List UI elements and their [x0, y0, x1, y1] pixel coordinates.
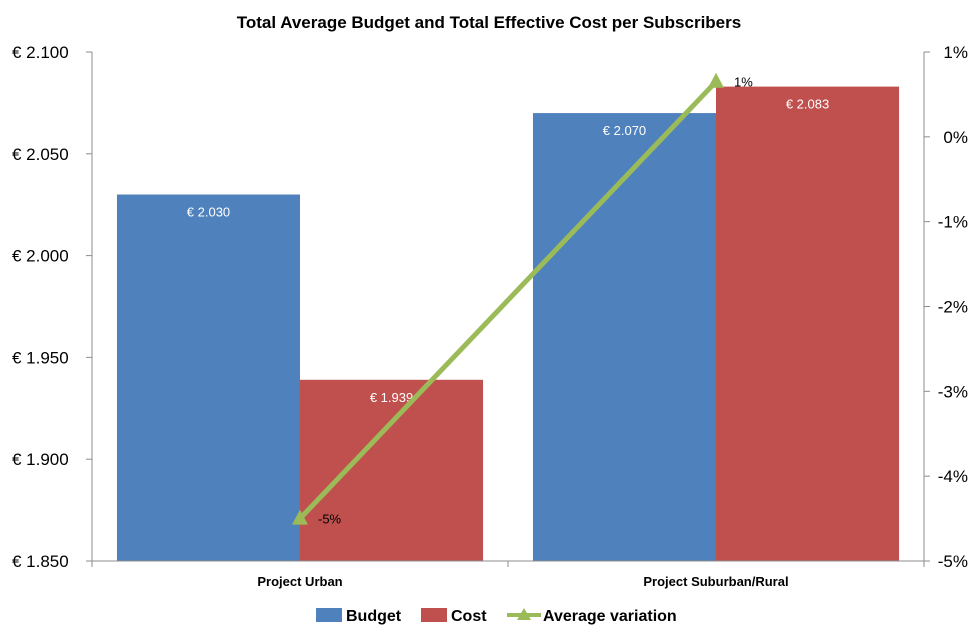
data-label-budget-0: € 2.030	[187, 205, 230, 220]
left-tick-label-4: € 2.050	[12, 145, 69, 164]
legend-label-cost: Cost	[451, 608, 487, 625]
data-label-cost-1: € 2.083	[786, 97, 829, 112]
left-tick-label-0: € 1.850	[12, 552, 69, 571]
right-tick-label-6: 1%	[943, 43, 968, 62]
right-tick-label-5: 0%	[943, 128, 968, 147]
x-category-label-1: Project Suburban/Rural	[643, 574, 788, 589]
left-tick-label-3: € 2.000	[12, 247, 69, 266]
bars-layer: € 2.030 € 2.070 € 1.939 € 2.083	[116, 86, 900, 561]
bar-budget-0	[116, 194, 301, 561]
legend-swatch-cost	[421, 608, 447, 622]
legend-label-budget: Budget	[346, 608, 402, 625]
right-tick-label-3: -2%	[938, 298, 968, 317]
legend-marker-average-variation	[517, 608, 531, 620]
variation-line	[298, 79, 718, 521]
right-tick-label-1: -4%	[938, 467, 968, 486]
legend: Budget Cost Average variation	[316, 608, 677, 625]
variation-marker-0	[292, 509, 308, 525]
data-label-budget-1: € 2.070	[603, 123, 646, 138]
variation-line-layer: -5% 1%	[292, 72, 753, 527]
right-tick-label-4: -1%	[938, 213, 968, 232]
variation-marker-1	[708, 72, 724, 88]
left-tick-label-5: € 2.100	[12, 43, 69, 62]
right-tick-label-0: -5%	[938, 552, 968, 571]
left-tick-label-1: € 1.900	[12, 450, 69, 469]
data-label-cost-0: € 1.939	[370, 390, 413, 405]
legend-label-average-variation: Average variation	[543, 608, 677, 625]
bar-cost-1	[716, 86, 900, 561]
chart-title: Total Average Budget and Total Effective…	[237, 13, 741, 32]
bar-cost-0	[300, 379, 484, 561]
bar-budget-1	[532, 113, 716, 561]
right-tick-label-2: -3%	[938, 382, 968, 401]
axes-layer: € 1.850 € 1.900 € 1.950 € 2.000 € 2.050 € 2.1…	[12, 43, 968, 589]
left-tick-label-2: € 1.950	[12, 348, 69, 367]
x-category-label-0: Project Urban	[257, 574, 342, 589]
variation-label-0: -5%	[318, 512, 342, 527]
legend-swatch-budget	[316, 608, 342, 622]
variation-label-1: 1%	[734, 75, 753, 90]
